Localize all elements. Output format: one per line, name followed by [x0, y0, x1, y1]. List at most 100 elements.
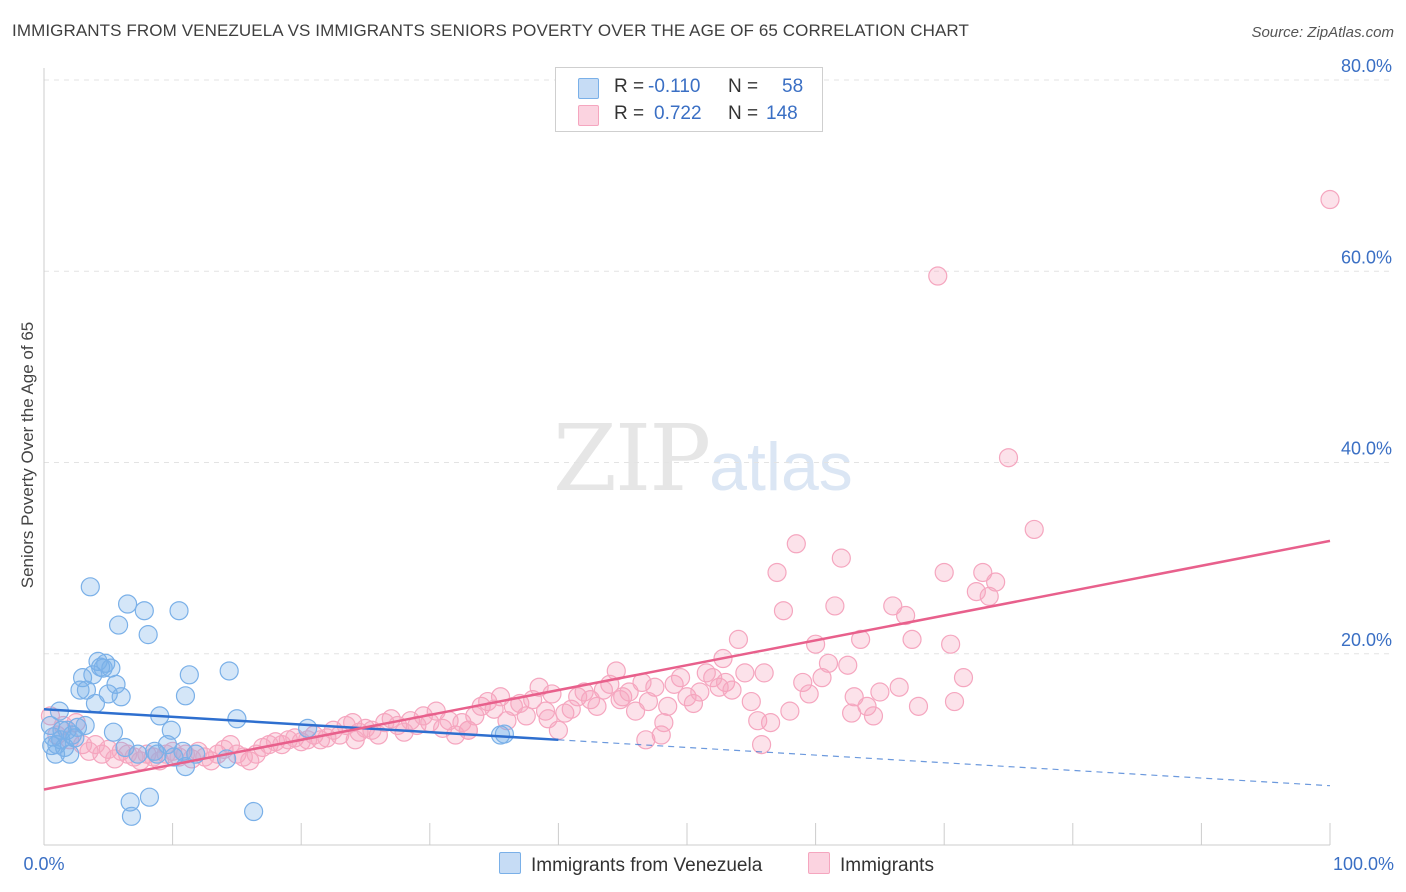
point-immigrants [722, 680, 742, 700]
point-immigrants [838, 655, 858, 675]
point-immigrants [908, 696, 929, 716]
point-immigrants [645, 677, 665, 697]
point-immigrants [863, 706, 884, 726]
source-label: Source: ZipAtlas.com [1251, 24, 1394, 41]
x-tick-label: 100.0% [1333, 854, 1394, 874]
point-immigrants [773, 601, 794, 621]
stats-legend: R = -0.110 N = 58 R = 0.722 N = 148 [555, 67, 823, 132]
r-value: 0.722 [654, 103, 702, 124]
point-immigrants [934, 562, 954, 583]
point-immigrants [973, 562, 993, 583]
point-venezuela [169, 601, 189, 621]
point-immigrants [812, 668, 832, 688]
point-venezuela [175, 686, 196, 706]
point-immigrants [735, 663, 755, 683]
point-immigrants [85, 734, 106, 755]
point-immigrants [636, 730, 656, 750]
point-venezuela [298, 718, 318, 738]
n-value: 148 [766, 103, 798, 124]
point-immigrants [780, 701, 800, 721]
legend-label-immigrants: Immigrants [840, 855, 934, 876]
n-label: N = [728, 103, 759, 124]
point-immigrants [690, 682, 710, 702]
point-immigrants [683, 693, 704, 714]
point-venezuela [103, 722, 124, 742]
point-immigrants [889, 677, 909, 697]
r-value: -0.110 [648, 76, 701, 97]
point-immigrants [986, 572, 1006, 592]
point-immigrants [670, 668, 691, 688]
point-immigrants [870, 682, 890, 702]
point-immigrants [741, 691, 761, 712]
point-immigrants [535, 701, 556, 721]
point-venezuela [108, 615, 129, 635]
point-immigrants [896, 605, 916, 626]
y-tick-label: 60.0% [1341, 247, 1392, 267]
point-venezuela [147, 744, 167, 764]
point-venezuela [75, 715, 95, 736]
legend-item-venezuela: Immigrants from Venezuela [499, 852, 762, 877]
point-venezuela [134, 601, 154, 621]
point-immigrants [638, 691, 659, 712]
point-immigrants [998, 448, 1019, 468]
point-immigrants [574, 682, 594, 702]
point-immigrants [818, 653, 839, 673]
point-venezuela [179, 665, 199, 685]
point-venezuela [121, 806, 142, 826]
point-immigrants [825, 596, 845, 616]
point-venezuela [117, 594, 138, 614]
point-immigrants [793, 672, 813, 693]
point-immigrants [484, 699, 504, 719]
point-immigrants [760, 712, 781, 733]
point-immigrants [728, 629, 749, 650]
point-immigrants [651, 725, 671, 745]
point-immigrants [767, 562, 787, 583]
point-venezuela [80, 577, 100, 597]
point-immigrants [703, 668, 723, 688]
point-immigrants [944, 691, 965, 712]
point-immigrants [751, 734, 772, 755]
point-venezuela [106, 674, 126, 694]
point-venezuela [70, 680, 90, 700]
y-tick-label: 20.0% [1341, 630, 1392, 650]
watermark-atlas: atlas [709, 429, 853, 505]
chart-title: IMMIGRANTS FROM VENEZUELA VS IMMIGRANTS … [12, 21, 969, 40]
point-immigrants [831, 548, 851, 568]
point-immigrants [799, 684, 819, 704]
point-immigrants [953, 668, 974, 688]
point-immigrants [902, 629, 922, 650]
r-label: R = [614, 103, 645, 124]
stats-row-venezuela: R = -0.110 N = 58 [578, 76, 818, 100]
point-venezuela [60, 744, 80, 764]
point-immigrants [516, 706, 536, 726]
point-immigrants [538, 709, 558, 729]
point-venezuela [120, 792, 140, 812]
swatch-immigrants [578, 105, 599, 126]
trendline-immigrants [43, 539, 1331, 791]
point-immigrants [658, 696, 678, 716]
point-immigrants [786, 534, 806, 554]
point-venezuela [161, 720, 181, 740]
point-immigrants [458, 720, 478, 740]
point-venezuela [494, 724, 514, 744]
point-immigrants [941, 634, 961, 654]
point-immigrants [654, 712, 674, 733]
point-venezuela [244, 801, 264, 822]
point-venezuela [138, 625, 158, 645]
r-label: R = [614, 76, 645, 97]
point-immigrants [842, 703, 862, 723]
point-immigrants [844, 687, 864, 707]
point-venezuela [219, 661, 239, 681]
point-immigrants [625, 701, 646, 721]
point-venezuela [101, 658, 121, 678]
point-immigrants [610, 690, 630, 710]
trendline-venezuela [43, 707, 559, 742]
x-tick-label: 0.0% [23, 854, 64, 874]
n-label: N = [728, 76, 759, 97]
point-immigrants [883, 596, 903, 616]
trendline-venezuela-extension [558, 739, 1331, 787]
watermark-zip: ZIP [553, 405, 711, 512]
watermark: ZIPatlas [553, 405, 853, 512]
point-venezuela [111, 687, 131, 707]
